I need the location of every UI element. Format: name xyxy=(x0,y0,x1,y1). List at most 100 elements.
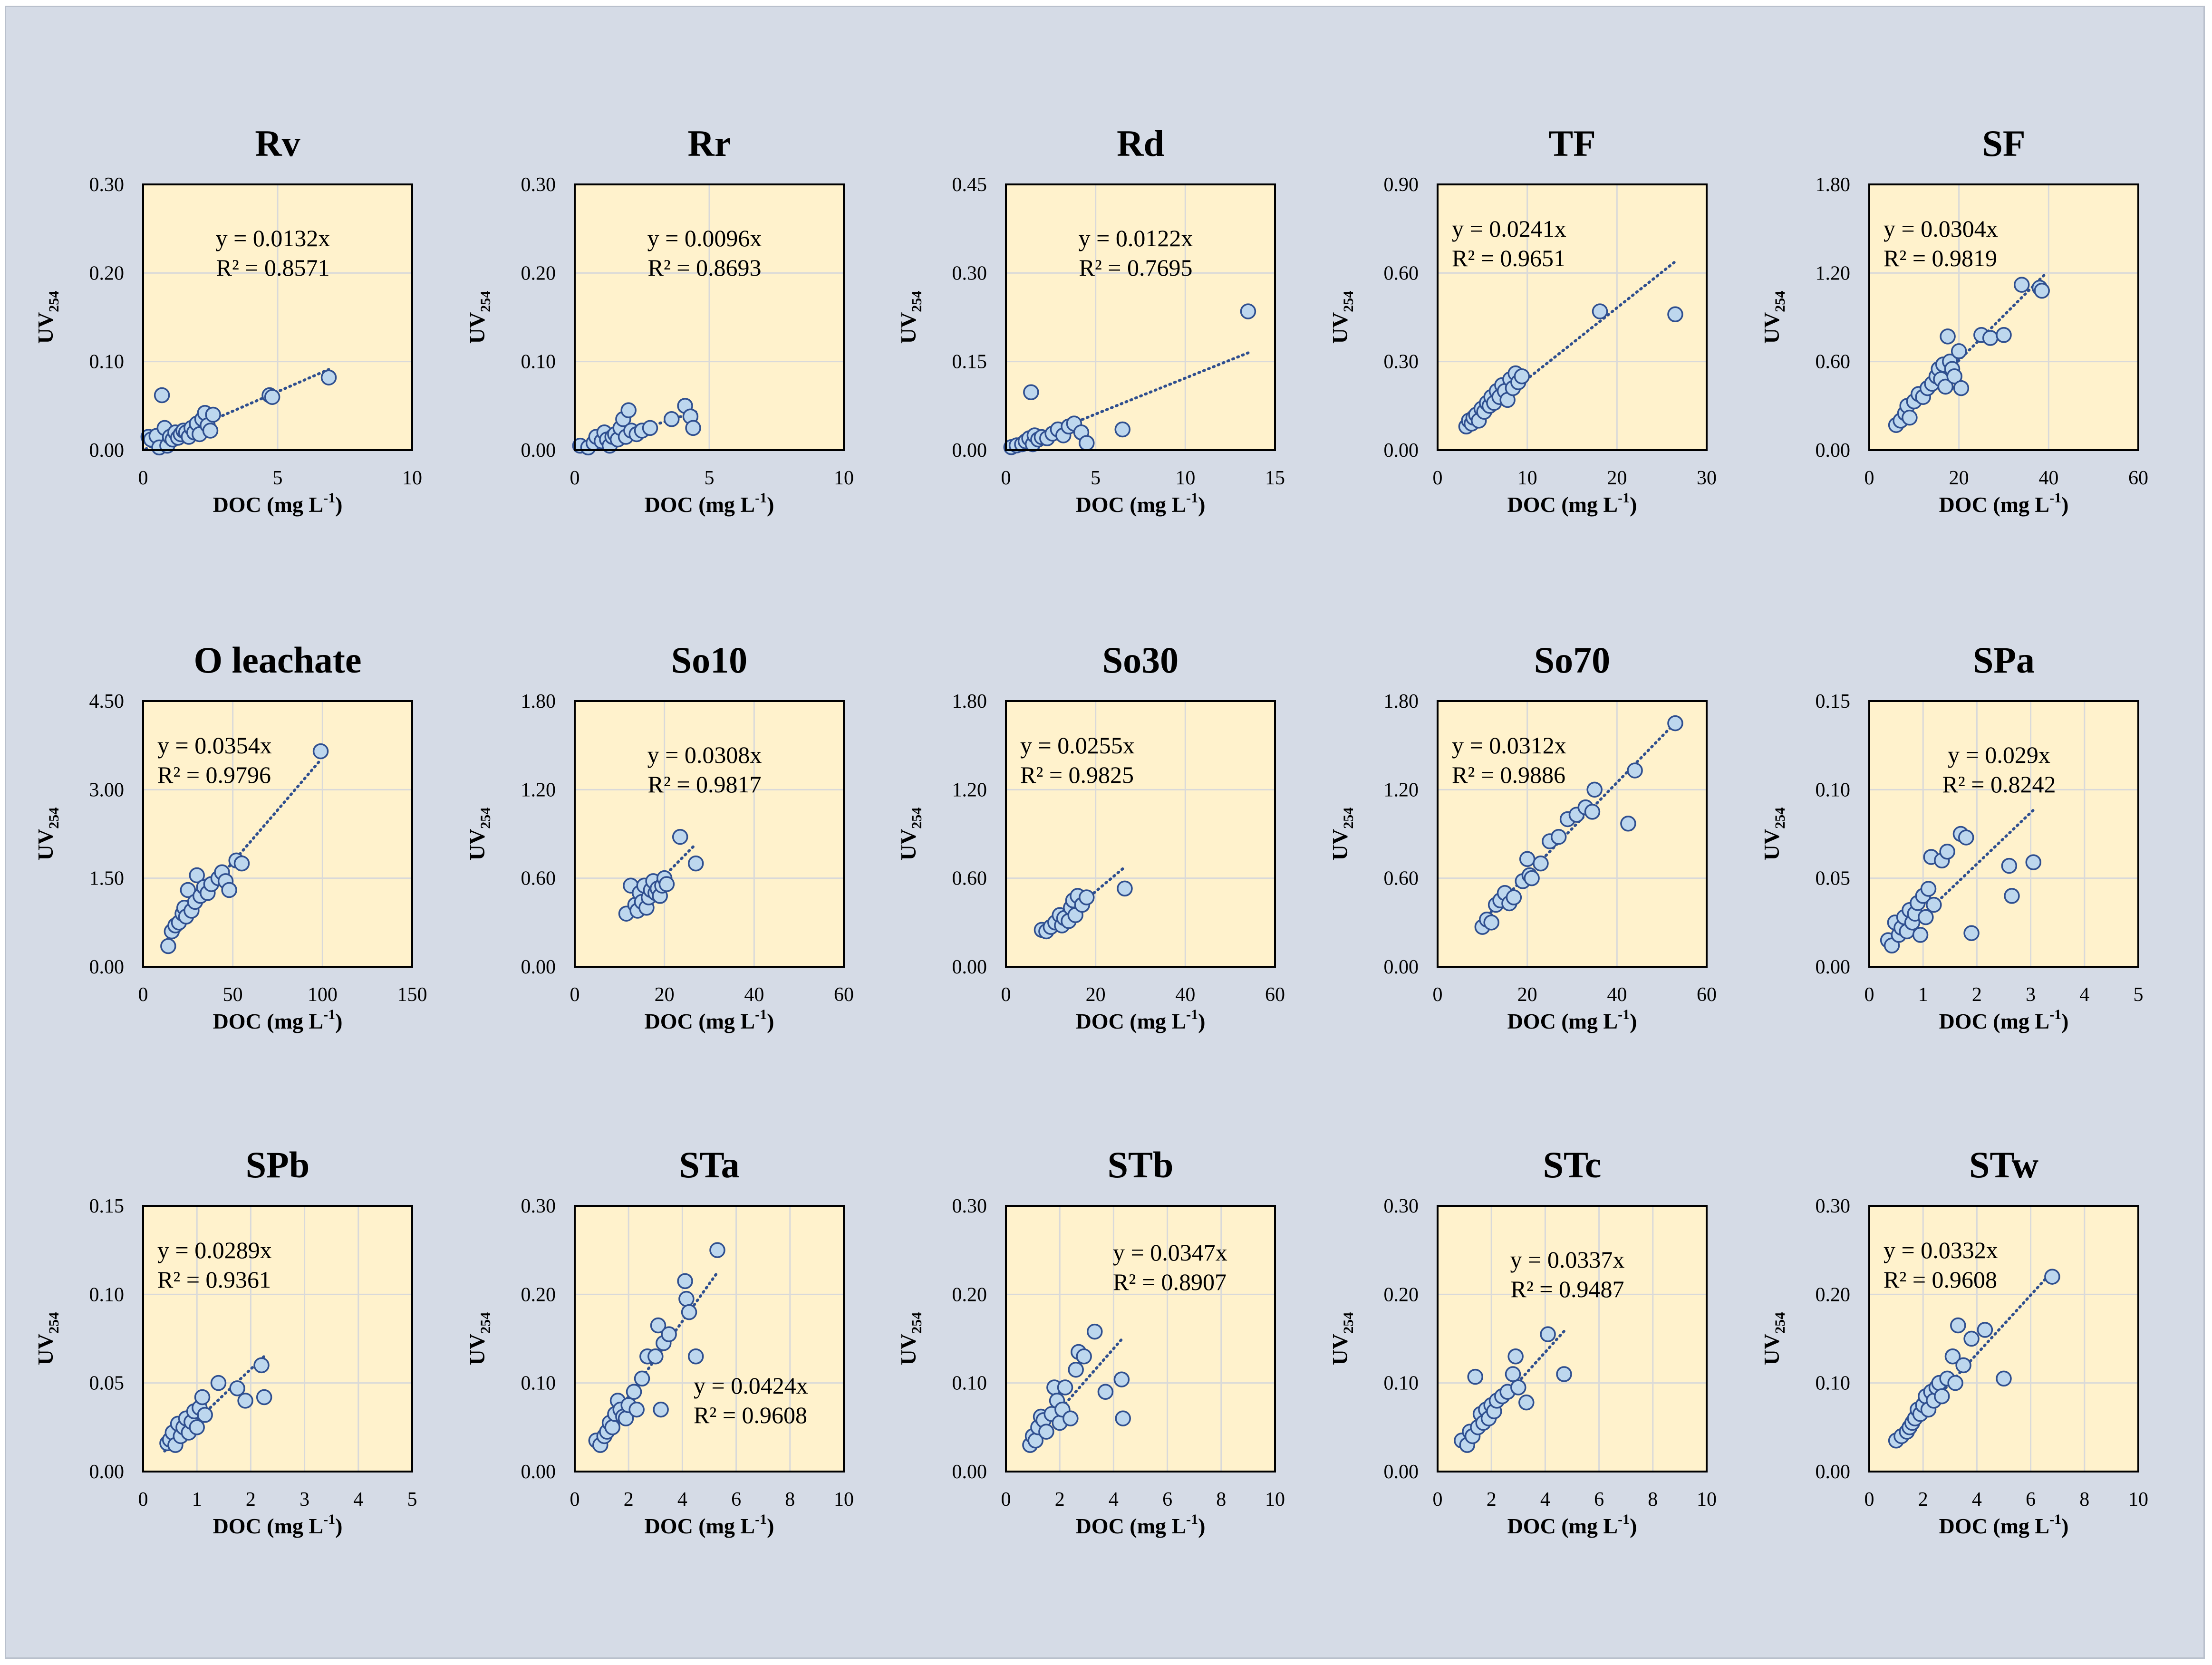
x-tick-label: 0 xyxy=(1864,984,1874,1006)
y-tick-label: 1.20 xyxy=(1384,779,1419,801)
x-tick-label: 4 xyxy=(1540,1489,1550,1511)
plot-frame xyxy=(142,183,413,451)
data-point xyxy=(1946,368,1962,385)
data-point xyxy=(1114,421,1131,438)
y-tick-label: 0.00 xyxy=(1384,440,1419,462)
x-tick-label: 100 xyxy=(308,984,338,1006)
data-point xyxy=(1918,909,1934,925)
data-point xyxy=(661,1326,677,1342)
y-tick-label: 0.10 xyxy=(952,1373,987,1395)
x-tick-label: 20 xyxy=(1086,984,1106,1006)
plot-frame xyxy=(1005,1205,1276,1473)
y-tick-label: 1.20 xyxy=(952,779,987,801)
data-point xyxy=(320,369,337,385)
data-point xyxy=(620,402,637,418)
y-tick-label: 0.05 xyxy=(89,1373,125,1395)
y-tick-label: 0.20 xyxy=(1816,1284,1851,1306)
y-tick-label: 0.20 xyxy=(1384,1284,1419,1306)
plot-area xyxy=(1006,184,1275,450)
x-tick-label: 40 xyxy=(744,984,764,1006)
y-tick-label: 1.50 xyxy=(89,868,125,890)
data-point xyxy=(678,1290,695,1307)
x-tick-label: 1 xyxy=(1918,984,1928,1006)
y-tick-label: 0.20 xyxy=(521,1284,556,1306)
x-tick-label: 20 xyxy=(655,984,675,1006)
y-tick-label: 0.00 xyxy=(521,440,556,462)
data-point xyxy=(1982,330,1999,346)
chart-spa: SPa 0 1 2 3 4 5 0.00 0.05 0.10 0.15 DOC (mg L-1) UV2… xyxy=(1759,639,2144,1033)
data-point xyxy=(197,1406,213,1423)
data-point xyxy=(672,828,688,845)
trend-equation: y = 0.0332x xyxy=(1884,1237,1998,1263)
y-tick-label: 0.00 xyxy=(1816,1461,1851,1483)
x-axis-label: DOC (mg L-1) xyxy=(1939,1511,2069,1538)
y-tick-label: 0.60 xyxy=(952,868,987,890)
y-tick-label: 0.15 xyxy=(1816,691,1851,712)
data-point xyxy=(1079,889,1095,905)
y-tick-label: 0.00 xyxy=(1816,956,1851,978)
data-point xyxy=(664,411,680,427)
x-tick-label: 60 xyxy=(2128,467,2148,489)
data-point xyxy=(202,423,219,439)
data-point xyxy=(1592,303,1608,319)
y-tick-label: 0.90 xyxy=(1384,174,1419,196)
data-point xyxy=(687,855,704,872)
data-point xyxy=(2025,854,2042,870)
y-tick-label: 0.00 xyxy=(89,956,125,978)
x-tick-label: 20 xyxy=(1949,467,1969,489)
x-tick-label: 20 xyxy=(1607,467,1627,489)
data-point xyxy=(1113,1371,1130,1387)
y-tick-label: 1.80 xyxy=(1384,691,1419,712)
x-tick-label: 0 xyxy=(1001,1489,1011,1511)
x-tick-label: 0 xyxy=(1864,467,1874,489)
y-tick-label: 0.60 xyxy=(521,868,556,890)
data-point xyxy=(1115,1410,1131,1426)
chart-title: Rv xyxy=(255,123,300,164)
y-axis-label: UV254 xyxy=(896,1312,925,1365)
y-tick-label: 0.00 xyxy=(1384,1461,1419,1483)
trend-r-squared: R² = 0.9886 xyxy=(1452,761,1565,788)
data-point xyxy=(160,938,176,954)
chart-title: Rr xyxy=(688,123,731,164)
x-tick-label: 2 xyxy=(1487,1489,1497,1511)
y-axis-label: UV254 xyxy=(1328,291,1356,344)
y-tick-label: 0.00 xyxy=(1384,956,1419,978)
x-tick-label: 0 xyxy=(1433,1489,1443,1511)
data-point xyxy=(1667,715,1683,731)
figure-panel: Rv 0 5 10 0.00 0.10 0.20 0.30 DOC (mg L-1) UV254 y… xyxy=(5,6,2205,1659)
x-tick-label: 30 xyxy=(1697,467,1717,489)
x-tick-label: 2 xyxy=(1918,1489,1928,1511)
chart-title: SPb xyxy=(246,1144,309,1185)
x-tick-label: 2 xyxy=(246,1489,256,1511)
data-point xyxy=(1920,881,1937,897)
data-point xyxy=(194,1389,211,1405)
y-axis-label: UV254 xyxy=(33,291,62,344)
x-axis-label: DOC (mg L-1) xyxy=(1939,1007,2069,1033)
y-tick-label: 0.10 xyxy=(89,1284,125,1306)
y-axis-label: UV254 xyxy=(896,808,925,860)
y-tick-label: 0.20 xyxy=(521,262,556,284)
x-axis-label: DOC (mg L-1) xyxy=(1076,1007,1206,1033)
x-axis-label: DOC (mg L-1) xyxy=(645,490,774,517)
trend-r-squared: R² = 0.9651 xyxy=(1452,245,1565,271)
x-tick-label: 0 xyxy=(570,467,580,489)
trend-equation: y = 0.0354x xyxy=(157,732,272,759)
y-tick-label: 0.10 xyxy=(1384,1373,1419,1395)
trend-r-squared: R² = 0.9608 xyxy=(1884,1266,1997,1293)
plot-frame xyxy=(142,1205,413,1473)
x-tick-label: 10 xyxy=(402,467,422,489)
data-point xyxy=(1963,925,1980,941)
data-point xyxy=(253,1357,270,1374)
plot-frame xyxy=(1437,183,1708,451)
data-point xyxy=(1996,327,2012,343)
x-tick-label: 0 xyxy=(1001,984,1011,1006)
x-tick-label: 10 xyxy=(1517,467,1537,489)
data-point xyxy=(1518,1394,1535,1411)
y-axis-label: UV254 xyxy=(1759,1312,1788,1365)
x-tick-label: 4 xyxy=(677,1489,687,1511)
trend-equation: y = 0.0255x xyxy=(1020,732,1135,759)
data-point xyxy=(154,387,170,404)
data-point xyxy=(1937,378,1954,395)
trend-r-squared: R² = 0.8693 xyxy=(647,254,761,281)
trend-equation: y = 0.029x xyxy=(1948,741,2050,768)
